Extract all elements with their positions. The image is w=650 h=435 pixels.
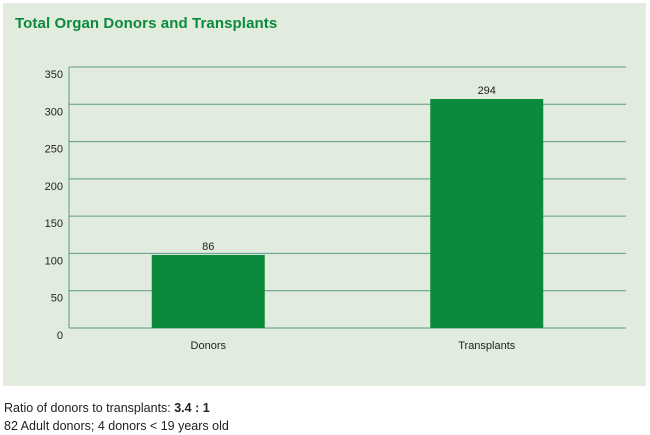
data-label: 86 <box>202 241 214 253</box>
y-tick-label: 200 <box>45 181 63 193</box>
y-tick-label: 100 <box>45 255 63 267</box>
y-tick-label: 250 <box>45 144 63 156</box>
ratio-line: Ratio of donors to transplants: 3.4 : 1 <box>4 399 229 417</box>
notes: Ratio of donors to transplants: 3.4 : 1 … <box>4 399 229 435</box>
y-tick-label: 50 <box>51 293 63 305</box>
y-tick-label: 350 <box>45 69 63 81</box>
chart-title: Total Organ Donors and Transplants <box>15 15 278 32</box>
ratio-value: 3.4 : 1 <box>174 401 210 415</box>
data-label: 294 <box>478 85 496 97</box>
y-tick-label: 0 <box>57 330 63 342</box>
y-tick-label: 150 <box>45 218 63 230</box>
x-tick-label: Transplants <box>458 340 516 352</box>
ratio-label: Ratio of donors to transplants: <box>4 401 175 415</box>
y-tick-label: 300 <box>45 106 63 118</box>
x-tick-label: Donors <box>191 340 227 352</box>
bar-transplants <box>430 98 544 329</box>
donor-detail: 82 Adult donors; 4 donors < 19 years old <box>4 419 229 433</box>
bar-donors <box>151 254 265 328</box>
